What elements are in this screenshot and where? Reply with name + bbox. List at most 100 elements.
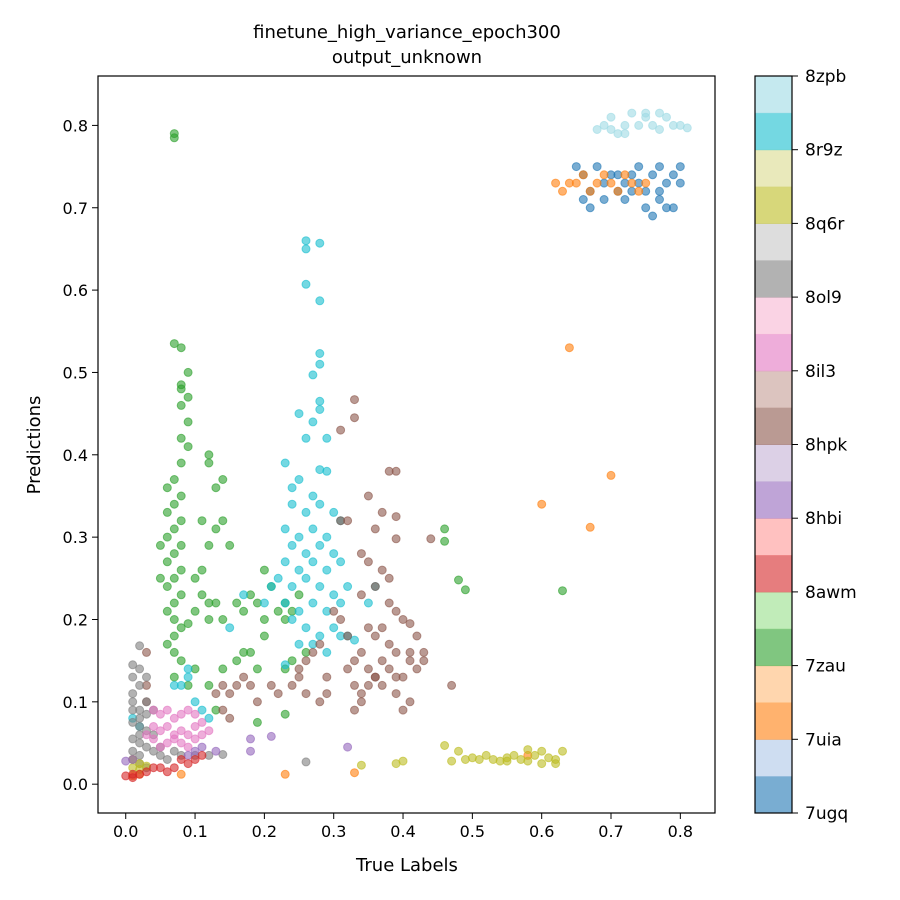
data-points [121,108,692,783]
data-point [391,689,401,699]
colorbar-ticks: 7ugq 7uia 7zau 8awm 8hbi 8hpk 8il3 8ol9 8q6r 8r9z… [792,67,857,824]
data-point [363,680,373,690]
data-point [176,540,186,550]
data-point [350,395,359,405]
data-point [322,433,332,443]
data-point [329,507,339,517]
data-point [149,722,158,731]
data-point [176,565,186,575]
data-point [135,738,145,748]
colorbar-segment [755,702,792,740]
data-point [204,713,214,723]
data-point [655,108,664,118]
data-point [301,236,311,246]
y-axis-label: Predictions [24,396,45,495]
data-point [523,756,533,766]
data-point [384,639,394,649]
data-point [648,211,658,221]
data-point [280,557,290,567]
data-point [142,709,151,719]
data-point [315,540,325,550]
y-tick-label: 0.3 [63,528,88,547]
data-point [315,359,325,369]
data-point [537,746,547,756]
colorbar-segment [755,665,792,703]
data-point [641,203,651,213]
data-point [440,741,450,750]
data-point [197,590,207,600]
data-point [294,672,304,682]
data-point [315,697,325,707]
data-point [336,615,346,624]
data-point [419,656,429,666]
data-point [405,697,415,707]
data-point [169,475,179,484]
data-point [218,516,228,526]
data-point [377,623,387,633]
data-point [350,413,359,423]
data-point [634,120,644,130]
data-point [592,178,602,188]
data-point [169,647,179,657]
data-point [280,524,290,534]
data-point [128,769,138,779]
data-point [176,384,186,394]
data-point [190,734,200,744]
data-point [606,112,616,122]
data-point [606,178,616,188]
data-point [190,722,200,731]
data-point [259,598,269,608]
data-point [350,705,359,715]
data-point [266,582,276,591]
data-point [239,672,249,682]
colorbar-label: 8hbi [805,509,842,529]
data-point [315,349,325,358]
data-point [218,615,228,624]
data-point [204,680,214,690]
y-tick-label: 0.7 [63,199,88,218]
data-point [329,623,339,633]
data-point [204,540,214,550]
data-point [329,606,339,616]
data-point [301,279,311,289]
data-point [287,499,297,509]
data-point [142,730,151,740]
data-point [246,647,255,657]
data-point [599,195,609,204]
data-point [363,491,373,501]
data-point [169,524,179,534]
data-point [356,647,366,657]
data-point [183,392,193,402]
data-point [384,598,394,608]
data-point [585,522,595,532]
data-point [183,705,193,715]
data-point [218,705,228,715]
data-point [419,647,429,657]
data-point [558,746,567,756]
data-point [301,689,311,699]
data-point [266,680,276,690]
data-point [377,565,387,575]
data-point [183,442,193,452]
data-point [558,586,567,596]
data-point [343,582,353,591]
data-point [169,672,179,682]
data-point [530,750,540,760]
data-point [176,769,186,779]
data-point [183,417,193,427]
data-point [675,178,685,188]
data-point [322,689,332,699]
y-tick-label: 0.6 [63,281,88,300]
data-point [350,656,359,666]
data-point [363,598,373,608]
data-point [294,565,304,575]
data-point [440,524,450,534]
data-point [287,483,297,493]
x-tick-label: 0.3 [321,822,346,841]
colorbar-label: 8r9z [805,141,843,161]
data-point [537,759,547,769]
colorbar-segment [755,223,792,261]
colorbar-segment [755,628,792,667]
data-point [301,433,311,443]
